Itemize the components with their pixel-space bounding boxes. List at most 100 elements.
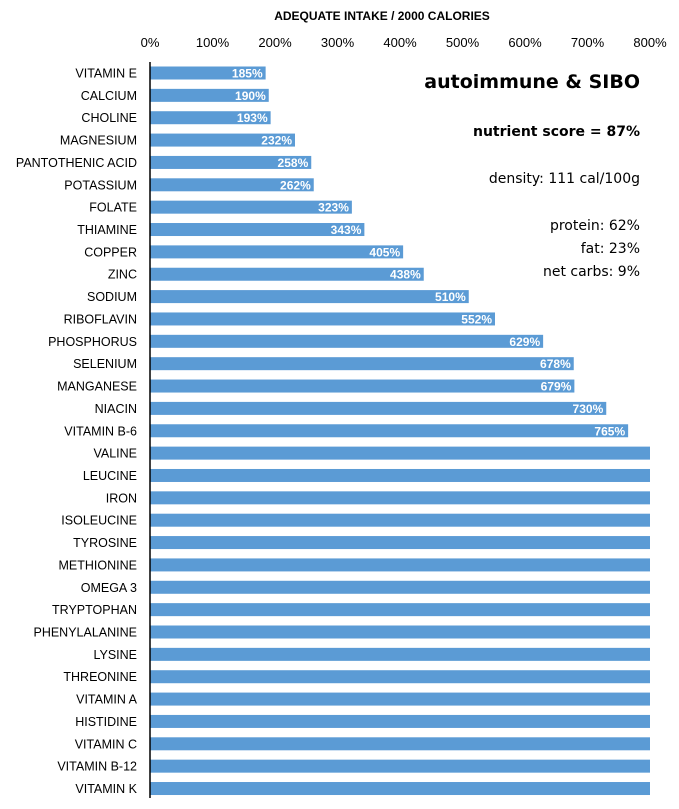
category-label: THIAMINE [77,223,137,237]
category-label: CALCIUM [81,89,137,103]
bar [150,737,650,751]
bar [150,468,650,482]
bar [150,692,650,706]
annotation-nutrient-score: nutrient score = 87% [473,124,640,140]
category-label: FOLATE [89,201,137,215]
bar-data-label: 185% [232,67,263,81]
category-label: MANGANESE [57,380,137,394]
category-label: METHIONINE [59,558,137,572]
y-axis-labels: VITAMIN E CALCIUM CHOLINE MAGNESIUM PANTOTHE… [16,67,138,797]
x-tick-label: 600% [508,35,542,50]
bar [150,290,469,304]
bar-data-label: 552% [461,312,492,326]
bar-data-label: 190% [235,89,266,103]
category-label: COPPER [84,245,137,259]
category-label: POTASSIUM [64,178,137,192]
bar [150,111,271,125]
bar-data-label: 323% [318,201,349,215]
bar [150,782,650,796]
bar [150,66,266,80]
bar-data-label: 679% [541,380,572,394]
x-tick-label: 700% [571,35,605,50]
bar [150,88,269,102]
bar [150,178,314,192]
annotation-title: autoimmune & SIBO [424,71,640,93]
x-tick-label: 800% [633,35,667,50]
bar [150,625,650,639]
bar [150,133,295,147]
bar [150,379,575,393]
category-label: VITAMIN B-12 [57,760,137,774]
x-tick-label: 200% [258,35,292,50]
category-label: SODIUM [87,290,137,304]
category-label: VALINE [93,447,137,461]
bar-data-label: 765% [594,424,625,438]
bar-data-label: 510% [435,290,466,304]
bar [150,759,650,773]
category-label: CHOLINE [81,111,137,125]
bar [150,155,312,169]
category-label: IRON [106,491,137,505]
bar [150,267,424,281]
x-tick-label: 300% [321,35,355,50]
chart-title: ADEQUATE INTAKE / 2000 CALORIES [274,9,490,23]
category-label: ZINC [108,268,137,282]
bar [150,245,404,259]
category-label: LYSINE [93,648,137,662]
category-label: VITAMIN E [75,67,137,81]
bars-group: 185% 190% 193% 232% 258% 262% 323% 343% 405% 438%… [150,66,650,796]
category-label: SELENIUM [73,357,137,371]
bar-data-label: 232% [261,134,292,148]
x-tick-label: 0% [141,35,160,50]
bar-data-label: 258% [278,156,309,170]
bar [150,647,650,661]
category-label: VITAMIN C [75,737,137,751]
annotation-net-carbs: net carbs: 9% [542,264,640,280]
bar [150,334,544,348]
bar [150,491,650,505]
bar [150,513,650,527]
bar [150,714,650,728]
bar [150,357,574,371]
x-tick-label: 400% [383,35,417,50]
bar [150,580,650,594]
category-label: VITAMIN K [75,782,137,796]
annotation-fat: fat: 23% [580,241,640,257]
category-label: ISOLEUCINE [61,514,137,528]
category-label: OMEGA 3 [81,581,137,595]
bar-data-label: 343% [331,223,362,237]
bar-data-label: 193% [237,111,268,125]
bar [150,200,352,214]
bar [150,536,650,550]
bar [150,603,650,617]
bar-data-label: 629% [509,335,540,349]
x-axis-ticks: 0% 100% 200% 300% 400% 500% 600% 700% 800% [141,35,667,50]
bar-data-label: 730% [573,402,604,416]
bar [150,670,650,684]
category-label: RIBOFLAVIN [64,312,137,326]
bar [150,312,495,326]
bar [150,558,650,572]
bar [150,223,365,237]
category-label: VITAMIN B-6 [64,424,137,438]
x-tick-label: 500% [446,35,480,50]
annotation-density: density: 111 cal/100g [488,171,640,187]
bar-data-label: 678% [540,357,571,371]
category-label: VITAMIN A [76,693,138,707]
category-label: THREONINE [63,670,137,684]
bar [150,401,607,415]
category-label: PHOSPHORUS [48,335,137,349]
category-label: LEUCINE [83,469,137,483]
bar-data-label: 405% [369,245,400,259]
bar-data-label: 262% [280,178,311,192]
category-label: TRYPTOPHAN [52,603,137,617]
category-label: PANTOTHENIC ACID [16,156,137,170]
category-label: PHENYLALANINE [33,626,137,640]
bar [150,446,650,460]
category-label: NIACIN [95,402,137,416]
annotation-protein: protein: 62% [549,218,640,234]
category-label: TYROSINE [73,536,137,550]
bar-data-label: 438% [390,268,421,282]
x-tick-label: 100% [196,35,230,50]
